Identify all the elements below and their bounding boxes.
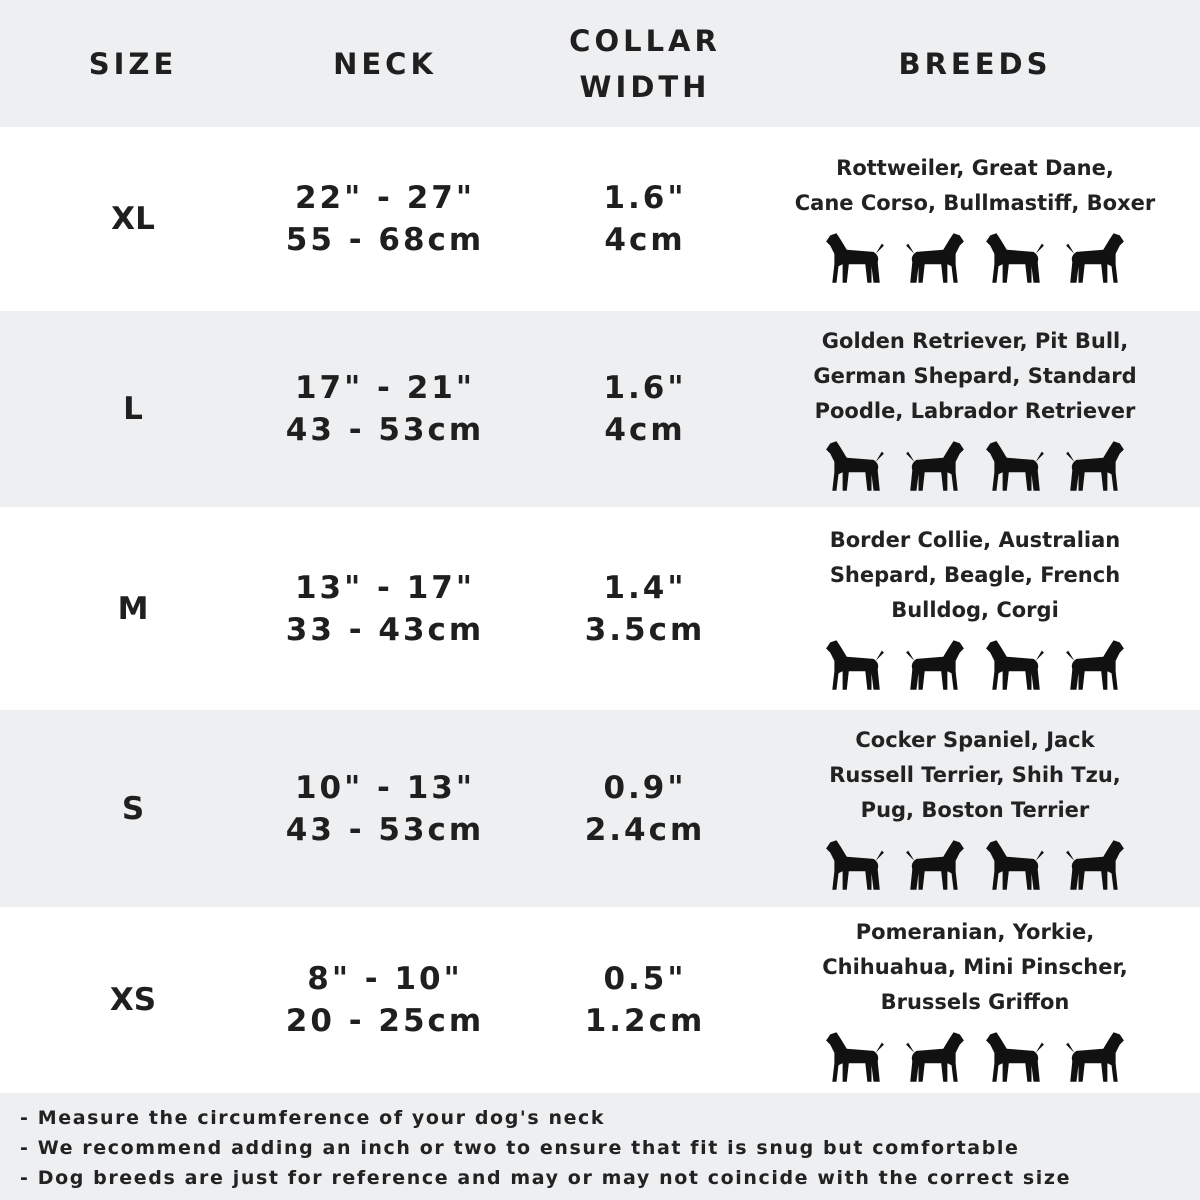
neck-inches: 22" - 27" xyxy=(294,180,476,216)
size-label: XS xyxy=(109,982,157,1018)
breed-line: German Shepard, Standard xyxy=(813,363,1137,388)
size-label: M xyxy=(117,590,149,627)
labrador-icon xyxy=(906,440,964,491)
breed-icons xyxy=(822,636,1128,694)
width-cm: 3.5cm xyxy=(584,611,706,648)
poodle-icon xyxy=(986,440,1044,491)
breed-line: Pug, Boston Terrier xyxy=(860,798,1090,822)
rottweiler-icon xyxy=(826,233,884,283)
notes: - Measure the circumference of your dog'… xyxy=(0,1093,1200,1200)
size-label: XL xyxy=(111,201,155,237)
width-inches: 1.4" xyxy=(603,569,687,606)
note: - Measure the circumference of your dog'… xyxy=(20,1107,606,1129)
breed-line: Bulldog, Corgi xyxy=(891,598,1059,622)
note: - We recommend adding an inch or two to … xyxy=(20,1137,1020,1159)
great-dane-icon xyxy=(906,233,964,283)
yorkie-icon xyxy=(906,1031,964,1082)
header-breeds: BREEDS xyxy=(898,46,1052,81)
pug-icon xyxy=(1066,840,1124,890)
note: - Dog breeds are just for reference and … xyxy=(20,1167,1072,1189)
shih-tzu-icon xyxy=(986,840,1044,890)
breed-line: Cocker Spaniel, Jack xyxy=(855,728,1095,752)
neck-cm: 33 - 43cm xyxy=(285,611,485,648)
breed-line: Poodle, Labrador Retriever xyxy=(814,398,1136,423)
header-width: WIDTH xyxy=(579,69,711,104)
table-row: L 17" - 21" 43 - 53cm 1.6" 4cm Golden Retr… xyxy=(0,311,1200,507)
corgi-icon xyxy=(1066,640,1124,690)
breeds-list: Golden Retriever, Pit Bull, German Shepar… xyxy=(813,324,1136,429)
table-row: M 13" - 17" 33 - 43cm 1.4" 3.5cm Border Co… xyxy=(0,507,1200,710)
breed-line: Russell Terrier, Shih Tzu, xyxy=(829,763,1121,787)
breed-line: Cane Corso, Bullmastiff, Boxer xyxy=(794,191,1156,215)
width-inches: 0.5" xyxy=(603,961,687,997)
neck-inches: 17" - 21" xyxy=(294,370,476,406)
breed-icons xyxy=(822,1028,1128,1086)
breeds-list: Border Collie, Australian Shepard, Beagle… xyxy=(830,523,1120,628)
width-inches: 1.6" xyxy=(603,370,687,406)
breed-icons xyxy=(822,229,1128,287)
neck-cm: 43 - 53cm xyxy=(285,412,485,448)
beagle-icon xyxy=(906,640,964,690)
golden-retriever-icon xyxy=(826,440,884,491)
breeds-list: Pomeranian, Yorkie, Chihuahua, Mini Pinsc… xyxy=(822,915,1127,1020)
neck-inches: 8" - 10" xyxy=(307,961,463,997)
breed-line: Golden Retriever, Pit Bull, xyxy=(821,328,1129,353)
table-header: SIZE NECK COLLAR WIDTH BREEDS xyxy=(0,0,1200,127)
width-cm: 2.4cm xyxy=(584,811,706,848)
header-collar: COLLAR xyxy=(569,23,721,58)
table-row: XS 8" - 10" 20 - 25cm 0.5" 1.2cm Pomerania… xyxy=(0,907,1200,1093)
border-collie-icon xyxy=(826,640,884,690)
breed-line: Rottweiler, Great Dane, xyxy=(836,156,1114,180)
width-cm: 4cm xyxy=(604,412,686,448)
neck-cm: 20 - 25cm xyxy=(285,1003,485,1039)
chihuahua-icon xyxy=(986,1031,1044,1082)
size-label: S xyxy=(121,790,145,827)
neck-cm: 55 - 68cm xyxy=(285,222,485,258)
breed-icons xyxy=(822,836,1128,894)
breeds-list: Cocker Spaniel, Jack Russell Terrier, Shi… xyxy=(829,723,1121,828)
breed-line: Pomeranian, Yorkie, xyxy=(855,919,1095,944)
table-row: S 10" - 13" 43 - 53cm 0.9" 2.4cm Cocker Sp… xyxy=(0,710,1200,907)
neck-cm: 43 - 53cm xyxy=(285,811,485,848)
cocker-spaniel-icon xyxy=(826,840,884,890)
neck-inches: 10" - 13" xyxy=(294,769,476,806)
pomeranian-icon xyxy=(826,1031,884,1082)
jack-russell-icon xyxy=(906,840,964,890)
breed-icons xyxy=(822,437,1128,495)
german-shepherd-icon xyxy=(1066,440,1124,491)
breeds-list: Rottweiler, Great Dane, Cane Corso, Bullm… xyxy=(795,151,1156,221)
table-row: XL 22" - 27" 55 - 68cm 1.6" 4cm Rottweiler… xyxy=(0,127,1200,311)
doberman-icon xyxy=(986,233,1044,283)
french-bulldog-icon xyxy=(986,640,1044,690)
width-inches: 0.9" xyxy=(603,769,687,806)
breed-line: Brussels Griffon xyxy=(880,989,1070,1014)
width-inches: 1.6" xyxy=(603,180,687,216)
width-cm: 1.2cm xyxy=(584,1003,706,1039)
neck-inches: 13" - 17" xyxy=(294,569,476,606)
width-cm: 4cm xyxy=(604,222,686,258)
breed-line: Shepard, Beagle, French xyxy=(829,563,1121,587)
header-size: SIZE xyxy=(88,46,178,81)
mini-pinscher-icon xyxy=(1066,1031,1124,1082)
size-label: L xyxy=(123,391,143,427)
bullmastiff-icon xyxy=(1066,233,1124,283)
header-neck: NECK xyxy=(333,46,437,81)
breed-line: Border Collie, Australian xyxy=(829,528,1121,552)
breed-line: Chihuahua, Mini Pinscher, xyxy=(822,954,1128,979)
